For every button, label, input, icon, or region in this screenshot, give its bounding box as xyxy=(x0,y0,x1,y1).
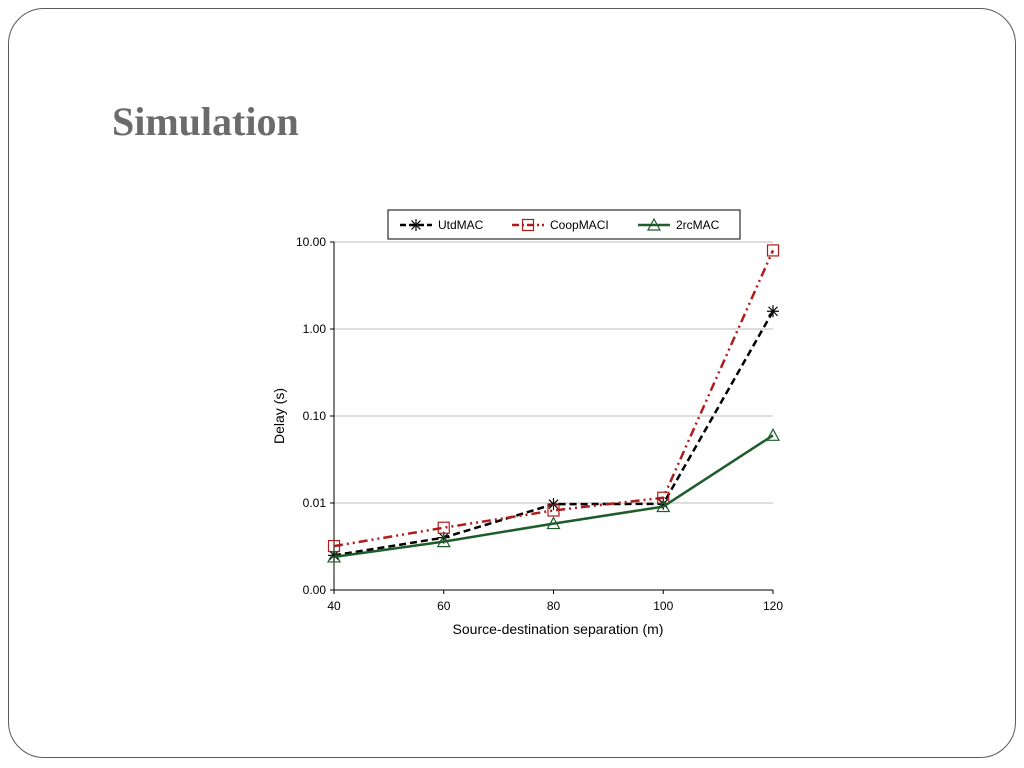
series-coopmaci xyxy=(327,244,780,553)
data-point xyxy=(765,428,781,441)
y-tick-label: 0.10 xyxy=(303,409,327,423)
legend-marker xyxy=(410,219,422,231)
chart-svg: 0.00 0.01 0.10 1.00 10.00 40 60 80 100 120 Sourc… xyxy=(271,209,783,637)
data-point xyxy=(437,521,450,534)
x-tick-label: 60 xyxy=(437,599,451,613)
legend-box xyxy=(387,209,741,240)
series-2rcmac xyxy=(326,428,781,563)
x-tick-label: 120 xyxy=(763,599,783,613)
y-axis-title: Delay (s) xyxy=(271,388,287,444)
x-ticks: 40 60 80 100 120 xyxy=(327,590,783,613)
data-point xyxy=(547,498,560,511)
y-tick-label: 1.00 xyxy=(303,322,327,336)
y-tick-label: 0.00 xyxy=(303,583,327,597)
y-ticks: 0.00 0.01 0.10 1.00 10.00 xyxy=(296,235,334,597)
legend-label: 2rcMAC xyxy=(676,218,720,232)
data-point xyxy=(436,534,451,548)
data-point xyxy=(657,491,670,504)
series xyxy=(326,244,781,563)
legend-label: UtdMAC xyxy=(438,218,484,232)
x-tick-label: 100 xyxy=(653,599,673,613)
x-tick-label: 40 xyxy=(327,599,341,613)
legend: UtdMAC CoopMACI 2rcMAC xyxy=(387,209,741,240)
y-tick-label: 0.01 xyxy=(303,496,327,510)
data-point xyxy=(547,504,560,517)
y-tick-label: 10.00 xyxy=(296,235,326,249)
series-line xyxy=(333,434,774,559)
x-axis-title: Source-destination separation (m) xyxy=(453,621,664,637)
slide-title: Simulation xyxy=(112,99,299,144)
legend-label: CoopMACI xyxy=(550,218,609,232)
delay-chart: 0.00 0.01 0.10 1.00 10.00 40 60 80 100 120 Sourc… xyxy=(268,208,802,640)
grid-lines xyxy=(334,241,773,504)
slide-frame xyxy=(8,8,1016,758)
data-point xyxy=(546,516,561,530)
data-point xyxy=(767,305,779,318)
legend-marker xyxy=(646,217,662,231)
data-point xyxy=(326,549,342,563)
legend-marker xyxy=(521,218,535,232)
data-point xyxy=(656,499,671,513)
x-tick-label: 80 xyxy=(547,599,561,613)
data-point xyxy=(766,244,780,257)
